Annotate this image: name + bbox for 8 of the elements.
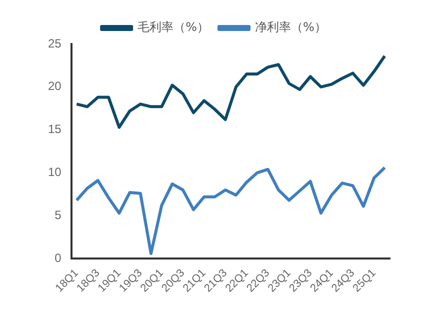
y-tick-label: 10 [48, 165, 62, 180]
y-tick-label: 20 [48, 79, 62, 94]
y-tick-label: 0 [54, 250, 62, 265]
y-tick-label: 5 [54, 208, 62, 222]
legend-label: 毛利率（%） [138, 20, 210, 34]
y-tick-label: 25 [48, 36, 62, 50]
y-tick-label: 15 [48, 122, 62, 136]
legend-label: 净利率（%） [255, 20, 326, 34]
